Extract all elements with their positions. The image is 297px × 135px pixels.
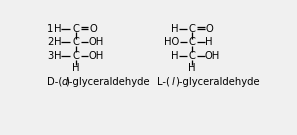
Text: O: O: [205, 23, 213, 33]
Text: H: H: [53, 23, 61, 33]
Text: H: H: [53, 37, 61, 47]
Text: C: C: [72, 51, 79, 61]
Text: 2: 2: [47, 37, 53, 47]
Text: )-glyceraldehyde: )-glyceraldehyde: [175, 77, 260, 87]
Text: C: C: [72, 23, 79, 33]
Text: C: C: [189, 37, 195, 47]
Text: HO: HO: [164, 37, 180, 47]
Text: OH: OH: [205, 51, 220, 61]
Text: C: C: [72, 37, 79, 47]
Text: H: H: [53, 51, 61, 61]
Text: O: O: [90, 23, 98, 33]
Text: C: C: [189, 51, 195, 61]
Text: 1: 1: [47, 23, 53, 33]
Text: 3: 3: [47, 51, 53, 61]
Text: )-glyceraldehyde: )-glyceraldehyde: [65, 77, 150, 87]
Text: l: l: [171, 77, 174, 87]
Text: H: H: [188, 63, 196, 73]
Text: OH: OH: [89, 37, 104, 47]
Text: L-(: L-(: [157, 77, 170, 87]
Text: H: H: [72, 63, 80, 73]
Text: D-(: D-(: [47, 77, 62, 87]
Text: OH: OH: [89, 51, 104, 61]
Text: d: d: [61, 77, 67, 87]
Text: H: H: [206, 37, 213, 47]
Text: C: C: [189, 23, 195, 33]
Text: H: H: [171, 23, 179, 33]
Text: H: H: [171, 51, 179, 61]
